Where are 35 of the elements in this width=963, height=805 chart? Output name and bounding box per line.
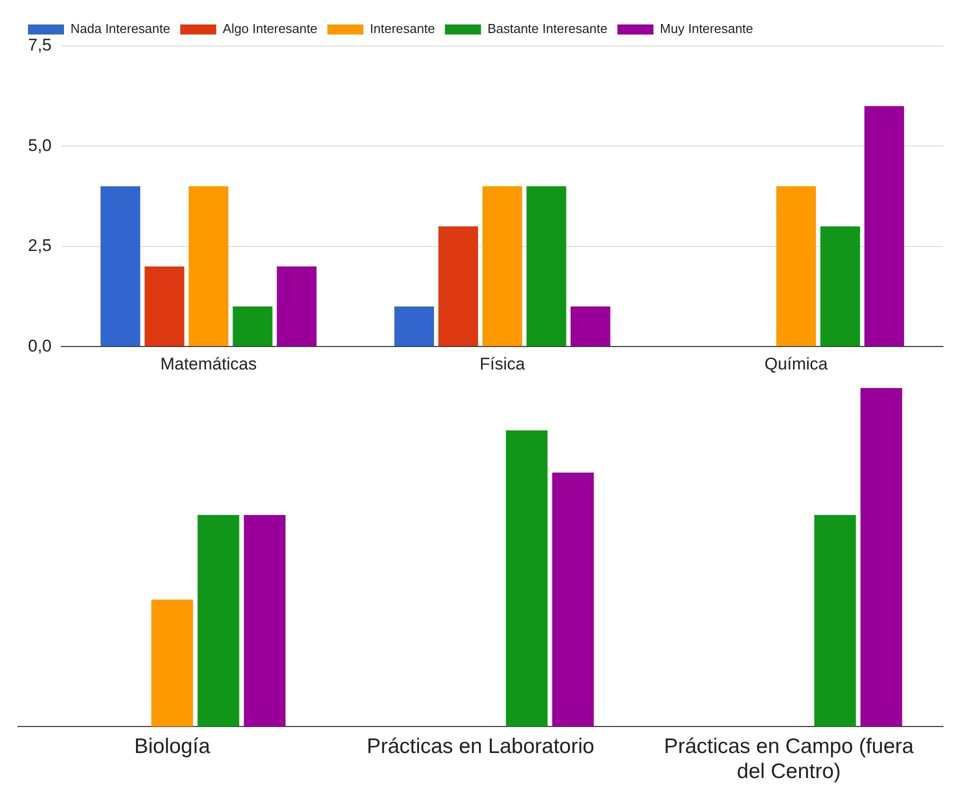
x-tick-label: Prácticas en Laboratorio (366, 734, 594, 758)
bar (864, 106, 904, 346)
bar (188, 186, 228, 346)
legend-label: Bastante Interesante (487, 21, 608, 36)
x-tick-label: Prácticas en Campo (fuera del Centro) (664, 734, 914, 784)
bar (814, 514, 856, 727)
legend-label: Nada Interesante (70, 21, 170, 36)
bar (482, 186, 522, 346)
bar (526, 186, 566, 346)
legend-label: Algo Interesante (222, 21, 318, 36)
y-tick-label: 0,0 (28, 336, 52, 356)
bar (198, 514, 240, 727)
y-tick-label: 2,5 (28, 236, 52, 256)
bar (276, 266, 316, 346)
y-tick-label: 7,5 (28, 36, 52, 55)
bar (860, 388, 902, 727)
bar (552, 472, 594, 727)
bar (144, 266, 184, 346)
bar (506, 430, 548, 727)
legend-label: Interesante (370, 21, 435, 36)
bar (776, 186, 816, 346)
bar (570, 306, 610, 346)
x-tick-label: Biología (134, 734, 210, 758)
x-tick-label: Matemáticas (160, 354, 257, 374)
bar (244, 514, 286, 727)
bar (100, 186, 140, 346)
bar (820, 226, 860, 346)
y-tick-label: 5,0 (28, 136, 52, 155)
bar (151, 600, 193, 727)
x-tick-label: Química (764, 354, 828, 374)
legend-label: Muy Interesante (660, 21, 754, 36)
bar (232, 306, 272, 346)
bar (438, 226, 478, 346)
bar (394, 306, 434, 346)
x-tick-label: Física (480, 354, 526, 374)
